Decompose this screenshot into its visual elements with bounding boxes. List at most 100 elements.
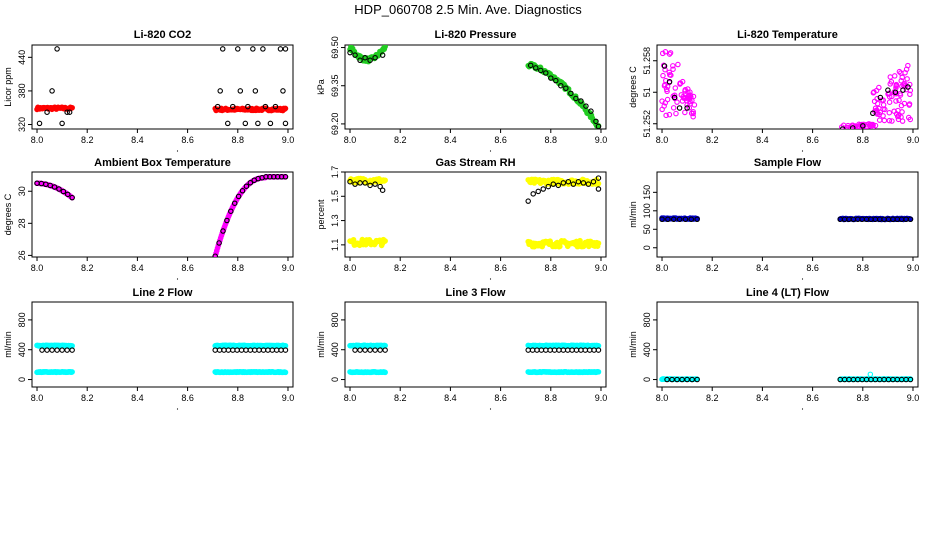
data-point [529,347,536,353]
data-point [362,54,368,61]
y-axis-label: ml/min [3,331,13,358]
series-secondary [659,216,914,223]
y-tick-label: 69.20 [330,113,340,136]
data-point [278,347,284,353]
data-point [250,46,256,52]
data-points [347,342,602,376]
data-point [260,46,266,52]
x-tick-label: 8.0 [656,393,669,403]
series-secondary [352,347,602,353]
data-point [347,178,353,185]
data-point [870,90,877,96]
data-point [282,46,289,52]
panel-title: Li-820 Pressure [435,29,517,41]
data-point [59,120,65,127]
data-point [595,369,602,375]
x-tick-label: 8.6 [494,393,507,403]
data-point [377,183,383,190]
data-point [891,73,898,79]
x-axis-label-dot [801,150,804,152]
data-point [216,240,222,246]
data-point [901,100,908,107]
x-tick-label: 8.6 [181,393,194,403]
x-tick-label: 8.8 [545,263,558,273]
panel-6: Sample Flow ml/min 8.0 8.2 8.4 8.6 8.8 9.0 0 50 10… [628,157,919,280]
x-tick-label: 8.2 [706,263,719,273]
y-tick-label: 150 [642,185,652,200]
data-point [347,49,353,56]
y-tick-label: 400 [17,342,27,357]
data-point [224,217,230,224]
x-axis-label-dot [489,150,492,152]
data-point [525,347,531,353]
data-point [269,347,276,353]
data-point [367,347,373,353]
data-point [673,110,679,117]
x-tick-label: 8.6 [806,393,819,403]
plot-frame [31,171,294,258]
y-axis-label: ml/min [316,331,326,358]
data-point [543,347,549,353]
data-point [593,118,599,125]
data-point [872,122,879,129]
series-secondary [664,376,914,383]
data-points [34,46,289,127]
data-point [659,50,666,57]
x-tick-label: 8.4 [131,263,144,273]
data-point [683,97,690,104]
data-point [680,93,686,100]
y-tick-label: 0 [330,377,340,382]
series-primary [659,49,914,129]
data-point [687,101,693,107]
x-axis-label-dot [176,278,179,280]
data-point [886,117,893,124]
data-point [907,216,914,223]
data-point [265,347,271,353]
data-point [540,186,547,192]
y-axis-label: kPa [316,79,326,95]
data-point [898,114,904,120]
data-point [886,109,893,116]
data-point [675,61,681,68]
data-points [34,342,289,376]
x-tick-label: 8.0 [656,263,669,273]
data-point [887,74,894,80]
data-point [907,376,914,383]
panel-title: Line 3 Flow [446,287,506,299]
data-point [382,45,388,50]
data-point [595,186,602,192]
y-axis-label: percent [316,199,326,230]
data-point [905,62,911,69]
y-tick-label: 0 [17,377,27,382]
y-tick-label: 0 [642,377,652,382]
x-tick-label: 8.0 [344,263,357,273]
data-point [685,86,691,92]
data-point [267,120,274,127]
x-tick-label: 8.2 [81,393,94,403]
series-lower [34,368,289,376]
series-upper [347,342,602,349]
panel-4: Ambient Box Temperature degrees C 8.0 8.2 8.… [3,157,294,280]
y-tick-label: 440 [17,50,27,65]
data-point [357,347,363,353]
data-points [659,371,914,383]
data-point [563,85,569,92]
data-point [682,109,688,116]
data-point [235,193,242,200]
y-tick-label: 800 [330,312,340,327]
y-tick-label: 380 [17,83,27,98]
data-point [904,76,910,82]
y-axis-label: ml/min [628,331,638,358]
data-point [212,253,218,257]
plot-frame [31,301,294,388]
data-point [225,120,231,127]
data-point [898,78,904,84]
data-point [591,347,597,353]
data-point [255,120,261,127]
data-point [367,57,373,64]
data-point [243,347,249,353]
y-tick-label: 1.1 [330,239,340,252]
data-point [670,93,677,99]
data-point [214,103,221,110]
data-point [664,376,670,383]
